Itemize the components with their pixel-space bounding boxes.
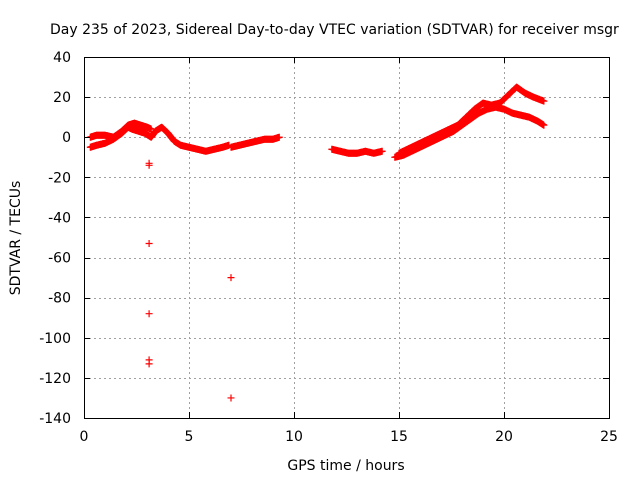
y-tick-label: 20 [53,90,71,106]
y-tick-label: -40 [48,210,71,226]
y-tick-label: -20 [48,170,71,186]
data-point [378,147,386,155]
data-point-outlier [145,161,153,169]
data-points [86,83,548,402]
y-tick-label: -80 [48,291,71,307]
data-point [275,133,283,141]
data-point [540,97,548,105]
x-tick-label: 15 [390,429,408,445]
x-tick-labels: 0 5 10 15 20 25 [80,429,618,445]
data-point-outlier [145,240,153,248]
y-tick-label: 0 [62,130,71,146]
x-tick-label: 10 [285,429,303,445]
plot-frame [84,57,610,419]
x-tick-label: 25 [600,429,618,445]
data-point [147,125,155,133]
chart-title: Day 235 of 2023, Sidereal Day-to-day VTE… [50,22,619,38]
y-axis-label: SDTVAR / TECUs [8,181,24,296]
y-tick-label: 40 [53,50,71,66]
data-point-outlier [145,310,153,318]
y-tick-label: -100 [39,331,71,347]
data-point-outlier [145,360,153,368]
x-tick-label: 0 [80,429,89,445]
x-axis-label: GPS time / hours [287,458,404,474]
data-point-outlier [227,274,235,282]
y-tick-label: -120 [39,371,71,387]
y-tick-labels: 40 20 0 -20 -40 -60 -80 -100 -120 -140 [39,50,71,427]
axis-ticks [84,57,610,419]
grid [84,57,609,418]
x-tick-label: 5 [185,429,194,445]
x-tick-label: 20 [495,429,513,445]
y-tick-label: -140 [39,411,71,427]
data-point [540,121,548,129]
data-point-outlier [227,394,235,402]
y-tick-label: -60 [48,251,71,267]
